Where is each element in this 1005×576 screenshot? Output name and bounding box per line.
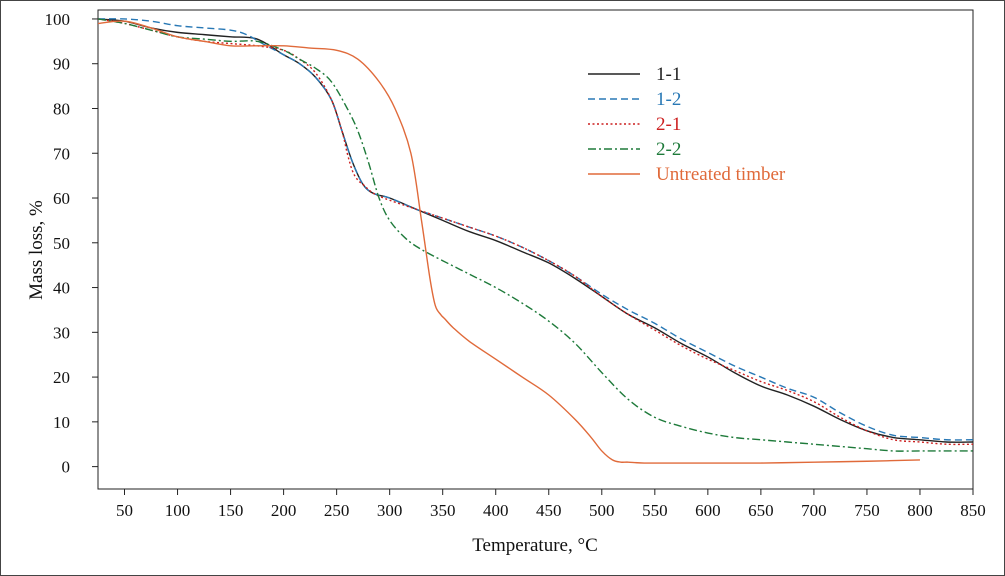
y-tick-label: 100 xyxy=(45,10,71,29)
legend-label: 2-2 xyxy=(656,139,681,160)
series-line-1-2 xyxy=(97,18,974,441)
series-line-2-1 xyxy=(97,18,974,446)
x-tick-label: 700 xyxy=(801,501,827,520)
y-tick-label: 10 xyxy=(53,413,70,432)
x-tick-label: 500 xyxy=(589,501,615,520)
y-tick-label: 90 xyxy=(53,55,70,74)
plot-area xyxy=(97,9,974,490)
y-axis-ticks: 0 10 20 30 40 50 60 70 80 90 100 xyxy=(45,10,98,477)
legend-label: 1-1 xyxy=(656,64,681,85)
series-line-1-1 xyxy=(97,18,974,443)
x-tick-label: 200 xyxy=(271,501,297,520)
x-axis-title: Temperature, °C xyxy=(472,535,598,556)
x-axis-ticks: 50 100 150 200 250 300 350 400 450 500 550 600 650 70… xyxy=(116,489,986,520)
x-tick-label: 450 xyxy=(536,501,562,520)
y-tick-label: 20 xyxy=(53,368,70,387)
y-tick-label: 40 xyxy=(53,279,70,298)
x-tick-label: 800 xyxy=(907,501,933,520)
legend-label: Untreated timber xyxy=(656,164,786,185)
x-tick-label: 750 xyxy=(854,501,880,520)
legend-label: 1-2 xyxy=(656,89,681,110)
y-axis-title: Mass loss, % xyxy=(26,200,47,300)
x-tick-label: 550 xyxy=(642,501,668,520)
x-tick-label: 300 xyxy=(377,501,403,520)
legend: 1-1 1-2 2-1 2-2 Untreated timber xyxy=(588,64,786,185)
y-tick-label: 50 xyxy=(53,234,70,253)
legend-label: 2-1 xyxy=(656,114,681,135)
series-layer xyxy=(97,18,974,464)
x-tick-label: 600 xyxy=(695,501,721,520)
series-line-2-2 xyxy=(97,18,973,452)
x-tick-label: 350 xyxy=(430,501,456,520)
x-tick-label: 50 xyxy=(116,501,133,520)
x-tick-label: 250 xyxy=(324,501,350,520)
x-tick-label: 150 xyxy=(218,501,244,520)
y-tick-label: 70 xyxy=(53,144,70,163)
x-tick-label: 400 xyxy=(483,501,509,520)
x-tick-label: 650 xyxy=(748,501,774,520)
x-tick-label: 850 xyxy=(960,501,986,520)
x-tick-label: 100 xyxy=(165,501,191,520)
y-tick-label: 30 xyxy=(53,323,70,342)
y-tick-label: 0 xyxy=(62,458,71,477)
y-tick-label: 80 xyxy=(53,99,70,118)
y-tick-label: 60 xyxy=(53,189,70,208)
series-line-untreated-timber xyxy=(97,20,920,464)
